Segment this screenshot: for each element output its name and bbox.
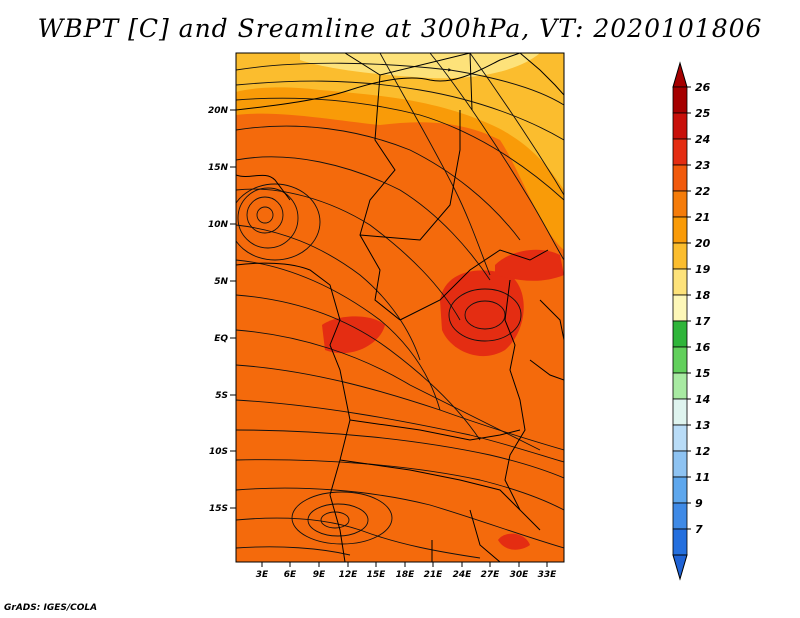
- warm-blob-east: [440, 270, 524, 357]
- colorbar-swatch-9: [672, 320, 688, 348]
- colorbar-swatch-3: [672, 164, 688, 192]
- lat-label-4: EQ: [214, 334, 228, 344]
- colorbar-swatch-1: [672, 112, 688, 140]
- lat-label-0: 20N: [208, 106, 229, 116]
- lat-label-1: 15N: [208, 163, 229, 173]
- lon-label-7: 24E: [453, 570, 473, 580]
- colorbar-swatch-16: [672, 502, 688, 530]
- longitude-axis: 3E 6E 9E 12E 15E 18E 21E 24E 27E 30E 33E: [256, 562, 557, 580]
- colorbar-swatch-0: [672, 86, 688, 114]
- map-plot-area: [236, 53, 564, 562]
- colorbar-label-3: 23: [695, 159, 711, 172]
- map-frame: [235, 52, 565, 563]
- lon-label-0: 3E: [256, 570, 269, 580]
- colorbar-label-2: 24: [695, 133, 710, 146]
- lon-label-5: 18E: [396, 570, 416, 580]
- lon-label-8: 27E: [481, 570, 501, 580]
- colorbar-label-12: 14: [695, 393, 710, 406]
- colorbar-label-0: 26: [695, 81, 711, 94]
- lon-label-6: 21E: [424, 570, 444, 580]
- colorbar-label-7: 19: [695, 263, 711, 276]
- colorbar-label-4: 22: [695, 185, 711, 198]
- lon-label-2: 9E: [313, 570, 326, 580]
- colorbar-label-5: 21: [695, 211, 710, 224]
- colorbar-label-6: 20: [695, 237, 711, 250]
- colorbar-swatch-12: [672, 398, 688, 426]
- colorbar-swatch-11: [672, 372, 688, 400]
- colorbar-top-arrow: [672, 61, 688, 88]
- lat-label-5: 5S: [215, 391, 228, 401]
- colorbar-swatch-13: [672, 424, 688, 452]
- lon-label-9: 30E: [510, 570, 530, 580]
- colorbar-label-13: 13: [695, 419, 711, 432]
- country-borders: [236, 53, 564, 562]
- colorbar-swatch-15: [672, 476, 688, 504]
- lat-label-7: 15S: [209, 504, 228, 514]
- colorbar-label-1: 25: [695, 107, 711, 120]
- lon-label-10: 33E: [538, 570, 558, 580]
- colorbar-swatch-7: [672, 268, 688, 296]
- latitude-axis: 20N 15N 10N 5N EQ 5S 10S 15S: [208, 106, 236, 514]
- colorbar-bottom-arrow: [672, 554, 688, 581]
- lon-label-1: 6E: [284, 570, 297, 580]
- colorbar-swatch-4: [672, 190, 688, 218]
- colorbar-label-14: 12: [695, 445, 711, 458]
- colorbar-label-15: 11: [695, 471, 710, 484]
- lat-label-2: 10N: [208, 220, 229, 230]
- warm-blob-south: [498, 533, 530, 550]
- colorbar-swatch-6: [672, 242, 688, 270]
- lon-label-3: 12E: [339, 570, 359, 580]
- lon-label-4: 15E: [367, 570, 387, 580]
- colorbar-swatch-5: [672, 216, 688, 244]
- colorbar-swatch-10: [672, 346, 688, 374]
- colorbar-label-16: 9: [695, 497, 703, 510]
- grads-credit: GrADS: IGES/COLA: [4, 603, 98, 613]
- colorbar-label-8: 18: [695, 289, 711, 302]
- colorbar-label-9: 17: [695, 315, 711, 328]
- lat-label-6: 10S: [209, 447, 228, 457]
- streamlines: [236, 53, 564, 559]
- colorbar-label-10: 16: [695, 341, 711, 354]
- lat-label-3: 5N: [214, 277, 228, 287]
- colorbar-swatch-2: [672, 138, 688, 166]
- colorbar-label-17: 7: [695, 523, 703, 536]
- colorbar-swatch-8: [672, 294, 688, 322]
- coolest-band-north: [236, 53, 564, 190]
- map-title: WBPT [C] and Sreamline at 300hPa, VT: 20…: [37, 14, 763, 43]
- warm-blob-ne: [495, 249, 564, 281]
- colorbar-label-11: 15: [695, 367, 711, 380]
- colorbar: 26 25 24 23 22 21 20 19 18 17 16 15 14 13 12 11 9 7: [672, 61, 711, 581]
- colorbar-swatch-17: [672, 528, 688, 556]
- colorbar-swatch-14: [672, 450, 688, 478]
